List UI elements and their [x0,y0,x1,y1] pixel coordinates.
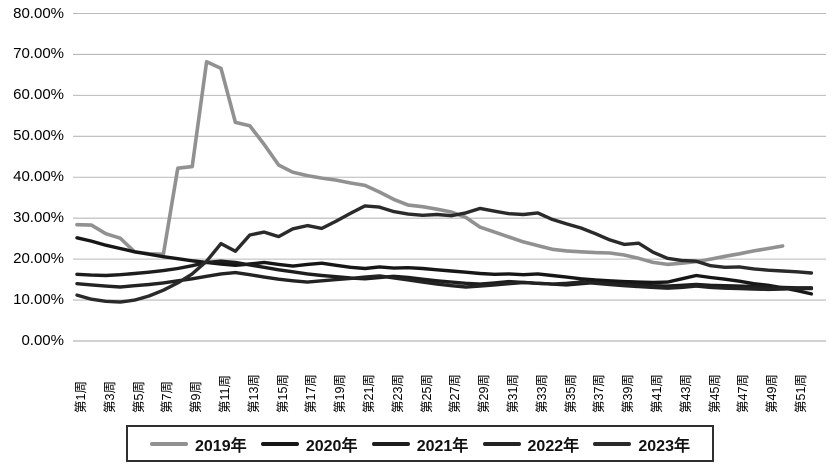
x-tick-label-第39周: 第39周 [621,374,636,413]
x-tick-label-第9周: 第9周 [189,381,204,413]
x-tick-label-第27周: 第27周 [448,374,463,413]
x-tick-label-第7周: 第7周 [160,381,175,413]
x-tick-label-第25周: 第25周 [419,374,434,413]
y-tick-label-10.00%: 10.00% [13,291,64,309]
series-line-2022年 [75,270,814,292]
legend-label-2020年: 2020年 [305,437,358,455]
legend-item-2019年: 2019年 [150,432,247,456]
x-tick-label-第21周: 第21周 [362,374,376,413]
legend-label-2019年: 2019年 [195,437,247,455]
x-tick-label-第19周: 第19周 [333,374,348,413]
x-tick-label-第3周: 第3周 [102,381,117,413]
y-tick-label-60.00%: 60.00% [13,86,64,104]
legend-label-2022年: 2022年 [527,437,580,455]
legend-line-swatch-2023年 [593,441,632,446]
legend-item-2021年: 2021年 [371,432,469,456]
x-tick-label-第49周: 第49周 [765,374,780,413]
x-tick-label-第23周: 第23周 [390,374,405,413]
series-line-2020年 [75,236,814,296]
y-tick-label-0.00%: 0.00% [21,332,64,349]
y-tick-label-20.00%: 20.00% [13,250,64,268]
y-tick-label-30.00%: 30.00% [13,209,64,227]
y-tick-label-70.00%: 70.00% [13,45,64,63]
legend-box: 2019年 2020年 2021年 2022年 2023年 [126,425,714,462]
legend-line-swatch-2019年 [150,441,188,446]
x-tick-label-第37周: 第37周 [592,374,607,413]
legend-line-swatch-2021年 [371,441,410,446]
x-tick-label-第33周: 第33周 [534,374,549,413]
legend-line-swatch-2022年 [482,441,521,446]
x-tick-label-第35周: 第35周 [563,374,578,413]
x-tick-label-第31周: 第31周 [506,374,520,413]
x-tick-label-第5周: 第5周 [131,381,146,413]
y-tick-label-80.00%: 80.00% [13,4,64,22]
series-line-2023年 [75,204,814,304]
x-tick-label-第43周: 第43周 [678,374,693,413]
x-tick-label-第45周: 第45周 [707,374,722,413]
x-tick-label-第17周: 第17周 [304,374,319,413]
x-tick-label-第1周: 第1周 [74,381,88,413]
x-tick-label-第47周: 第47周 [736,374,751,413]
x-tick-label-第15周: 第15周 [275,374,290,413]
legend-label-2023年: 2023年 [638,437,690,455]
x-tick-label-第11周: 第11周 [218,375,232,413]
legend-label-2021年: 2021年 [416,437,469,455]
legend-item-2020年: 2020年 [260,432,358,456]
x-tick-label-第41周: 第41周 [650,374,664,413]
x-tick-label-第13周: 第13周 [246,374,261,413]
gridlines [73,12,826,342]
y-tick-label-40.00%: 40.00% [13,168,64,186]
legend-item-2022年: 2022年 [482,432,580,456]
series-line-2019年 [75,59,785,267]
legend-line-swatch-2020年 [260,441,299,446]
y-tick-label-50.00%: 50.00% [13,127,64,145]
x-tick-label-第51周: 第51周 [794,374,808,413]
x-tick-label-第29周: 第29周 [477,374,492,413]
series-line-2021年 [75,259,814,290]
legend-item-2023年: 2023年 [593,432,690,456]
